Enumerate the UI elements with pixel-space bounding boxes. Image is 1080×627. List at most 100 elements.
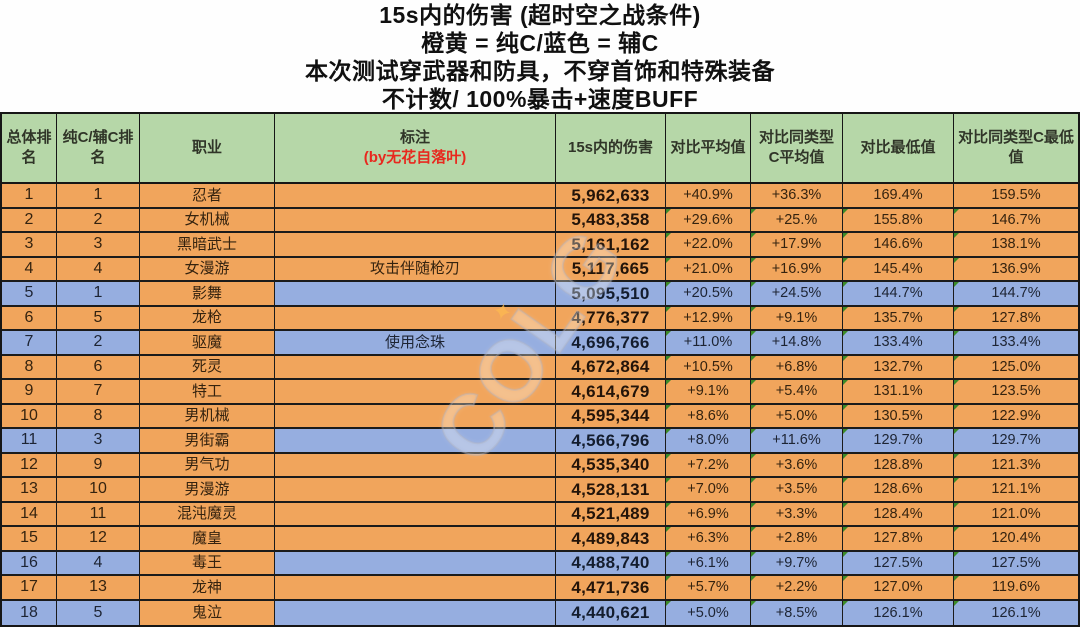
cell-rank[interactable]: 9 [2,380,57,405]
cell-class-name[interactable]: 驱魔 [140,331,275,356]
cell-damage[interactable]: 4,672,864 [556,355,666,380]
cell-class-name[interactable]: 女漫游 [140,257,275,282]
cell-vs-type-avg[interactable]: +5.4% [751,380,843,405]
cell-sub-rank[interactable]: 4 [57,551,140,576]
header-damage-15s[interactable]: 15s内的伤害 [556,114,666,184]
cell-note[interactable] [275,429,556,454]
cell-damage[interactable]: 4,696,766 [556,331,666,356]
cell-note[interactable] [275,502,556,527]
cell-vs-avg[interactable]: +10.5% [666,355,751,380]
cell-vs-avg[interactable]: +8.6% [666,404,751,429]
header-note[interactable]: 标注 (by无花自落叶) [275,114,556,184]
cell-rank[interactable]: 1 [2,184,57,209]
cell-note[interactable] [275,184,556,209]
cell-vs-avg[interactable]: +20.5% [666,282,751,307]
cell-vs-avg[interactable]: +5.0% [666,600,751,625]
cell-rank[interactable]: 14 [2,502,57,527]
cell-vs-type-min[interactable]: 144.7% [954,282,1078,307]
cell-vs-min[interactable]: 128.4% [843,502,954,527]
cell-vs-avg[interactable]: +40.9% [666,184,751,209]
cell-vs-min[interactable]: 133.4% [843,331,954,356]
cell-sub-rank[interactable]: 9 [57,453,140,478]
cell-damage[interactable]: 5,962,633 [556,184,666,209]
cell-rank[interactable]: 18 [2,600,57,625]
cell-rank[interactable]: 7 [2,331,57,356]
cell-vs-min[interactable]: 132.7% [843,355,954,380]
cell-damage[interactable]: 4,535,340 [556,453,666,478]
cell-class-name[interactable]: 龙神 [140,576,275,601]
cell-vs-min[interactable]: 131.1% [843,380,954,405]
cell-vs-avg[interactable]: +6.3% [666,527,751,552]
cell-damage[interactable]: 4,566,796 [556,429,666,454]
cell-vs-type-min[interactable]: 123.5% [954,380,1078,405]
cell-vs-type-avg[interactable]: +3.3% [751,502,843,527]
cell-vs-type-min[interactable]: 121.0% [954,502,1078,527]
cell-vs-type-avg[interactable]: +16.9% [751,257,843,282]
cell-class-name[interactable]: 男气功 [140,453,275,478]
cell-sub-rank[interactable]: 11 [57,502,140,527]
cell-vs-type-min[interactable]: 120.4% [954,527,1078,552]
cell-damage[interactable]: 5,095,510 [556,282,666,307]
cell-vs-avg[interactable]: +7.2% [666,453,751,478]
cell-vs-type-avg[interactable]: +36.3% [751,184,843,209]
cell-vs-type-min[interactable]: 121.3% [954,453,1078,478]
cell-vs-type-avg[interactable]: +2.2% [751,576,843,601]
cell-sub-rank[interactable]: 4 [57,257,140,282]
cell-class-name[interactable]: 混沌魔灵 [140,502,275,527]
cell-sub-rank[interactable]: 3 [57,233,140,258]
header-sub-rank[interactable]: 纯C/辅C排名 [57,114,140,184]
cell-vs-type-avg[interactable]: +3.6% [751,453,843,478]
cell-sub-rank[interactable]: 5 [57,600,140,625]
cell-rank[interactable]: 4 [2,257,57,282]
cell-rank[interactable]: 8 [2,355,57,380]
cell-vs-type-min[interactable]: 127.5% [954,551,1078,576]
cell-vs-type-avg[interactable]: +14.8% [751,331,843,356]
cell-damage[interactable]: 4,595,344 [556,404,666,429]
cell-sub-rank[interactable]: 1 [57,282,140,307]
cell-vs-type-min[interactable]: 126.1% [954,600,1078,625]
cell-vs-avg[interactable]: +21.0% [666,257,751,282]
cell-sub-rank[interactable]: 2 [57,331,140,356]
cell-note[interactable] [275,404,556,429]
cell-sub-rank[interactable]: 7 [57,380,140,405]
cell-class-name[interactable]: 鬼泣 [140,600,275,625]
cell-vs-min[interactable]: 127.5% [843,551,954,576]
cell-class-name[interactable]: 特工 [140,380,275,405]
cell-class-name[interactable]: 龙枪 [140,306,275,331]
cell-vs-min[interactable]: 169.4% [843,184,954,209]
cell-vs-min[interactable]: 155.8% [843,208,954,233]
cell-vs-avg[interactable]: +6.9% [666,502,751,527]
cell-rank[interactable]: 5 [2,282,57,307]
cell-class-name[interactable]: 魔皇 [140,527,275,552]
cell-damage[interactable]: 5,117,665 [556,257,666,282]
cell-note[interactable] [275,576,556,601]
cell-vs-type-min[interactable]: 136.9% [954,257,1078,282]
cell-class-name[interactable]: 女机械 [140,208,275,233]
cell-vs-type-avg[interactable]: +3.5% [751,478,843,503]
header-vs-average[interactable]: 对比平均值 [666,114,751,184]
cell-class-name[interactable]: 毒王 [140,551,275,576]
cell-sub-rank[interactable]: 3 [57,429,140,454]
cell-vs-min[interactable]: 128.8% [843,453,954,478]
cell-damage[interactable]: 5,483,358 [556,208,666,233]
cell-damage[interactable]: 4,776,377 [556,306,666,331]
cell-vs-min[interactable]: 144.7% [843,282,954,307]
cell-class-name[interactable]: 男街霸 [140,429,275,454]
cell-vs-min[interactable]: 135.7% [843,306,954,331]
cell-vs-type-avg[interactable]: +17.9% [751,233,843,258]
cell-note[interactable] [275,551,556,576]
cell-note[interactable] [275,600,556,625]
cell-vs-type-min[interactable]: 119.6% [954,576,1078,601]
cell-note[interactable] [275,208,556,233]
cell-vs-avg[interactable]: +8.0% [666,429,751,454]
cell-damage[interactable]: 4,614,679 [556,380,666,405]
cell-rank[interactable]: 3 [2,233,57,258]
cell-rank[interactable]: 10 [2,404,57,429]
cell-vs-type-avg[interactable]: +9.7% [751,551,843,576]
cell-vs-min[interactable]: 130.5% [843,404,954,429]
cell-class-name[interactable]: 死灵 [140,355,275,380]
cell-vs-type-min[interactable]: 159.5% [954,184,1078,209]
header-vs-type-average[interactable]: 对比同类型C平均值 [751,114,843,184]
cell-damage[interactable]: 4,489,843 [556,527,666,552]
cell-damage[interactable]: 4,440,621 [556,600,666,625]
